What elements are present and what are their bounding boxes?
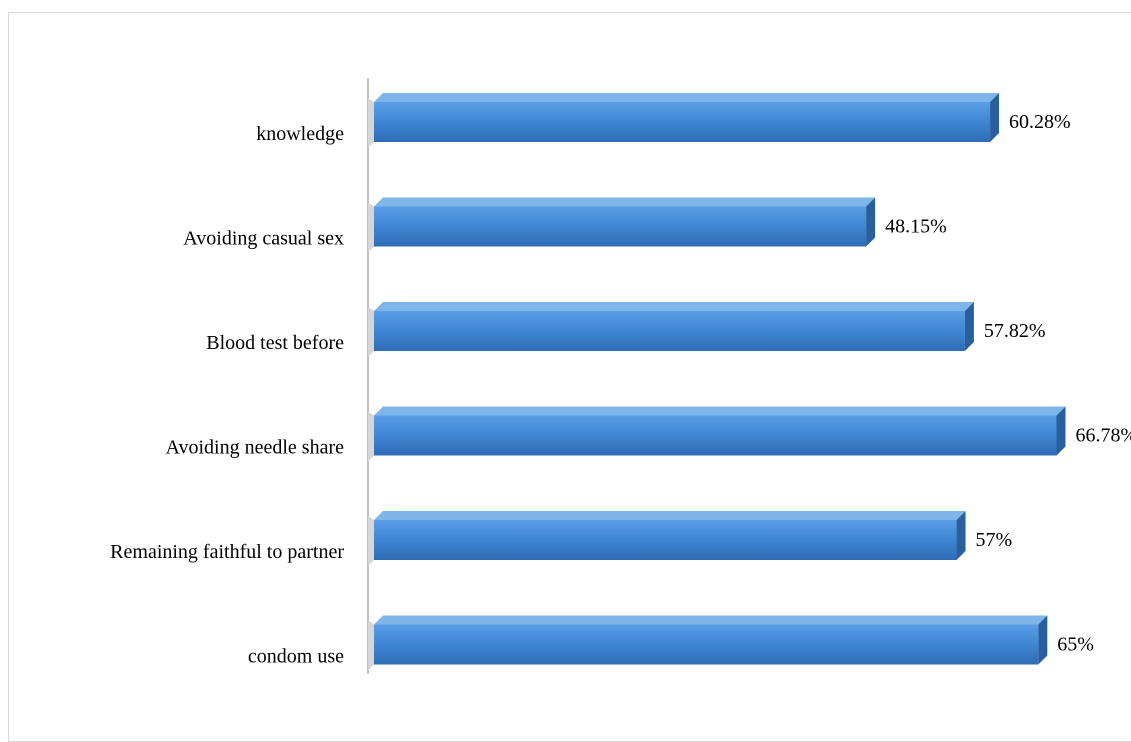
bar-side-face [990,93,1000,142]
category-label: Avoiding casual sex [183,228,344,250]
bar [368,302,974,357]
data-label: 57.82% [984,320,1046,342]
data-label: 48.15% [885,216,947,238]
bar-base-shadow [368,98,374,148]
bar-side-face [1038,615,1048,665]
data-label: 65% [1057,634,1094,656]
bar [368,615,1048,671]
bar [368,511,966,566]
bar [368,93,1000,148]
bar-front-face [374,102,991,142]
bar-chart: knowledge 60.28% Avoiding casual sex 48.15%… [110,78,1131,674]
bar-front-face [374,415,1057,456]
category-label: Blood test before [206,332,344,354]
data-label: 57% [976,529,1013,551]
data-label: 66.78% [1075,425,1131,447]
bar-base-shadow [368,516,374,566]
category-label: Remaining faithful to partner [110,541,344,563]
bar-side-face [964,302,974,351]
bar-base-shadow [368,620,374,671]
bar-base-shadow [368,411,374,462]
bar-front-face [374,520,957,560]
bar-top-face [374,615,1048,625]
bar-front-face [374,311,965,351]
bar-front-face [374,624,1039,665]
category-label: Avoiding needle share [166,437,345,459]
bar-top-face [374,93,1000,102]
category-label: knowledge [256,123,344,145]
bar-front-face [374,206,867,247]
bar-side-face [1056,406,1066,456]
category-label: condom use [248,646,344,668]
bar-top-face [374,302,974,311]
bar-top-face [374,511,966,520]
bar-base-shadow [368,307,374,357]
bar [368,406,1066,462]
bar-side-face [866,197,876,247]
bar [368,197,876,253]
bar-base-shadow [368,202,374,253]
bar-top-face [374,406,1066,416]
bar-side-face [956,511,966,560]
bar-top-face [374,197,876,207]
data-label: 60.28% [1009,111,1071,133]
